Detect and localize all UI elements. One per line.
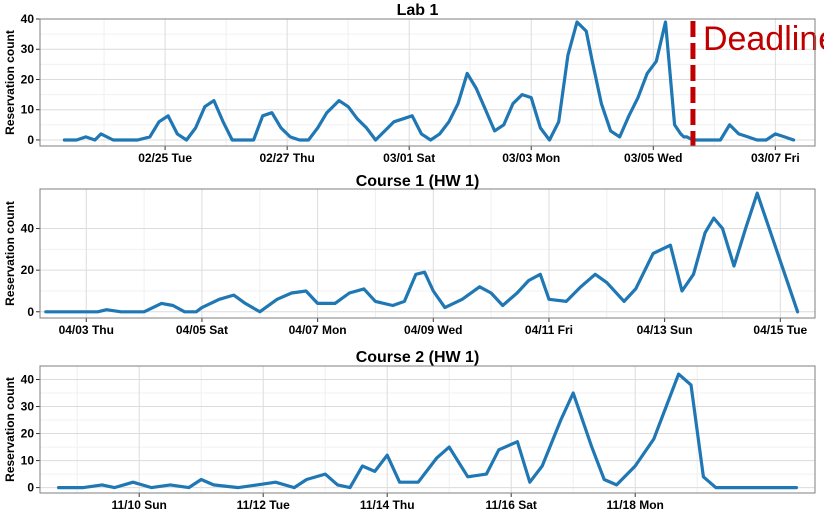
chart-panel-2: 0 20 40 04/03 Thu 04/05 Sat 04/07 Mon 04/09 We… — [3, 173, 816, 337]
chart-title: Course 2 (HW 1) — [356, 349, 480, 366]
chart-title: Course 1 (HW 1) — [356, 173, 480, 190]
x-tick-label: 03/01 Sat — [383, 151, 435, 165]
y-tick-label: 30 — [21, 400, 35, 414]
y-axis-label: Reservation count — [3, 377, 17, 482]
chart-title: Lab 1 — [397, 2, 439, 19]
plot-area — [40, 189, 815, 318]
y-tick-label: 0 — [27, 481, 34, 495]
x-tick-label: 11/14 Thu — [360, 498, 415, 512]
x-tick-label: 11/12 Tue — [237, 498, 290, 512]
x-tick-label: 03/03 Mon — [502, 151, 560, 165]
x-tick-label: 02/27 Thu — [259, 151, 314, 165]
x-tick-label: 04/11 Fri — [525, 323, 573, 337]
series-line-1 — [44, 191, 800, 314]
x-tick-label: 04/03 Thu — [59, 323, 114, 337]
y-tick-label: 10 — [21, 454, 35, 468]
y-tick-label: 20 — [21, 427, 35, 441]
x-tick-label: 04/05 Sat — [176, 323, 228, 337]
y-tick-label: 40 — [21, 12, 35, 26]
x-tick-label: 11/10 Sun — [112, 498, 167, 512]
x-tick-label: 03/07 Fri — [751, 151, 800, 165]
plot-border — [39, 188, 816, 319]
y-tick-label: 40 — [21, 222, 35, 236]
x-tick-label: 11/18 Mon — [607, 498, 664, 512]
y-tick-label: 20 — [21, 263, 35, 277]
x-tick-label: 04/13 Sun — [637, 323, 693, 337]
plot-border — [39, 18, 816, 147]
y-tick-label: 20 — [21, 72, 35, 86]
y-tick-label: 0 — [27, 305, 34, 319]
y-tick-label: 30 — [21, 42, 35, 56]
y-axis-label: Reservation count — [3, 30, 17, 135]
y-axis-label: Reservation count — [3, 201, 17, 306]
x-tick-label: 11/16 Sat — [486, 498, 537, 512]
x-tick-label: 02/25 Tue — [138, 151, 192, 165]
y-tick-label: 0 — [27, 133, 34, 147]
plot-border — [39, 365, 816, 494]
chart-panel-1: 0 10 20 30 40 02/25 Tue 02/27 Thu 03/01 Sat 03/0… — [3, 2, 824, 165]
x-tick-label: 04/09 Wed — [404, 323, 462, 337]
y-tick-label: 10 — [21, 103, 35, 117]
y-tick-label: 40 — [21, 373, 35, 387]
chart-panel-3: 0 10 20 30 40 11/10 Sun 11/12 Tue 11/14 Thu 11/1… — [3, 349, 816, 512]
x-tick-label: 03/05 Wed — [624, 151, 682, 165]
series-line-1 — [56, 372, 799, 490]
x-tick-label: 04/07 Mon — [289, 323, 347, 337]
series-line-1 — [62, 20, 796, 142]
x-tick-label: 04/15 Tue — [753, 323, 807, 337]
deadline-label: Deadline — [703, 20, 824, 58]
